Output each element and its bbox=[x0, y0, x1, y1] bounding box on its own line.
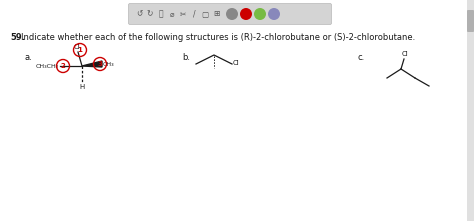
Text: CH₃: CH₃ bbox=[103, 61, 115, 67]
Text: Indicate whether each of the following structures is (R)-2-chlorobutane or (S)-2: Indicate whether each of the following s… bbox=[21, 33, 415, 42]
Circle shape bbox=[240, 8, 252, 20]
Polygon shape bbox=[82, 61, 102, 67]
Text: 59.: 59. bbox=[10, 33, 25, 42]
Text: ↻: ↻ bbox=[147, 10, 153, 19]
Circle shape bbox=[254, 8, 266, 20]
Text: ✂: ✂ bbox=[180, 10, 186, 19]
Text: ↺: ↺ bbox=[136, 10, 142, 19]
Text: ▢: ▢ bbox=[201, 10, 209, 19]
Text: Cl: Cl bbox=[401, 51, 409, 57]
Text: 1: 1 bbox=[78, 47, 82, 53]
Circle shape bbox=[226, 8, 238, 20]
Text: b.: b. bbox=[182, 53, 190, 62]
Text: H: H bbox=[79, 84, 85, 90]
Text: a.: a. bbox=[25, 53, 33, 62]
Text: ⊞: ⊞ bbox=[213, 10, 219, 19]
Circle shape bbox=[268, 8, 280, 20]
Text: ꟷ: ꟷ bbox=[159, 10, 164, 19]
Text: /: / bbox=[193, 10, 195, 19]
Text: c.: c. bbox=[358, 53, 365, 62]
FancyBboxPatch shape bbox=[467, 10, 474, 32]
Text: Cl: Cl bbox=[73, 44, 81, 50]
Text: 2: 2 bbox=[61, 63, 65, 69]
Text: CH₃CH₂: CH₃CH₂ bbox=[36, 63, 59, 69]
Text: Cl: Cl bbox=[233, 60, 240, 66]
FancyBboxPatch shape bbox=[128, 4, 331, 25]
Text: 3: 3 bbox=[98, 61, 102, 67]
Bar bbox=[467, 0, 474, 221]
Text: ⌀: ⌀ bbox=[170, 10, 174, 19]
